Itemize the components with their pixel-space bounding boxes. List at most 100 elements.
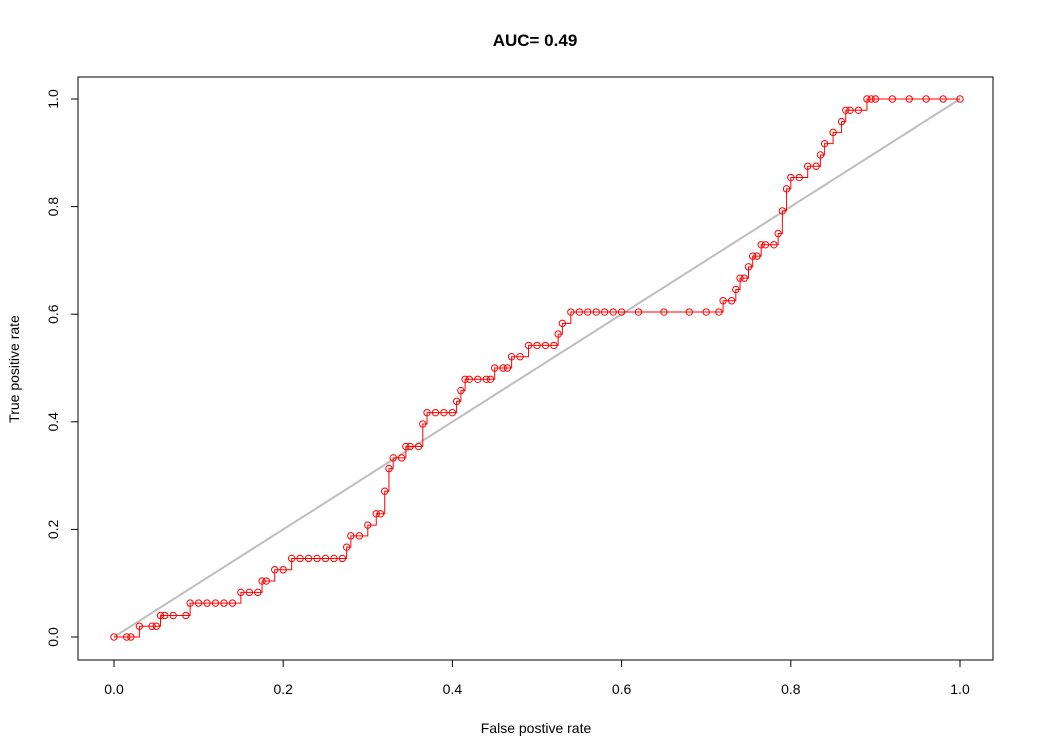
y-tick-label: 1.0 — [45, 89, 61, 109]
roc-point — [820, 139, 829, 148]
roc-point — [271, 566, 279, 574]
roc-point — [956, 95, 964, 103]
roc-point — [461, 375, 469, 383]
roc-curve-line — [114, 98, 960, 638]
roc-point — [372, 510, 380, 518]
roc-point — [182, 611, 190, 620]
roc-point — [258, 577, 266, 585]
roc-point — [457, 386, 465, 395]
roc-point — [829, 128, 837, 137]
x-axis-label: False postive rate — [481, 720, 592, 736]
roc-point — [491, 364, 499, 372]
y-axis-label: True positive rate — [6, 315, 22, 423]
roc-point — [592, 308, 600, 316]
roc-point — [842, 106, 850, 114]
roc-point — [440, 408, 448, 417]
roc-points — [110, 95, 964, 641]
roc-point — [148, 622, 156, 630]
roc-point — [419, 420, 427, 428]
roc-point — [702, 308, 710, 316]
roc-point — [584, 308, 592, 316]
roc-point — [634, 308, 643, 316]
roc-point — [732, 285, 740, 294]
roc-point — [715, 308, 723, 316]
roc-point — [161, 611, 169, 620]
roc-point — [321, 554, 330, 563]
roc-point — [431, 408, 440, 417]
roc-point — [211, 599, 220, 607]
x-axis: 0.0 0.2 0.4 0.6 0.8 1.0 — [104, 659, 970, 697]
roc-point — [122, 633, 131, 641]
roc-point — [330, 554, 338, 563]
roc-point — [749, 252, 757, 260]
roc-point — [304, 554, 313, 563]
roc-point — [338, 554, 347, 563]
roc-point — [804, 162, 812, 170]
y-tick-label: 0.6 — [45, 304, 61, 324]
roc-point — [287, 554, 296, 563]
roc-point — [194, 599, 203, 607]
roc-point — [503, 364, 512, 372]
roc-point — [262, 577, 270, 585]
roc-point — [863, 95, 871, 103]
roc-point — [740, 274, 748, 282]
y-tick-label: 0.4 — [45, 412, 61, 432]
roc-point — [152, 622, 161, 630]
roc-point — [448, 408, 457, 417]
roc-point — [127, 633, 135, 641]
x-tick-label: 0.6 — [612, 681, 632, 697]
roc-point — [402, 442, 410, 451]
y-tick-label: 0.0 — [45, 627, 61, 647]
roc-point — [575, 308, 583, 316]
roc-point — [347, 532, 355, 540]
x-tick-label: 1.0 — [950, 681, 970, 697]
roc-point — [787, 173, 795, 182]
roc-point — [524, 341, 533, 350]
roc-point — [541, 341, 550, 350]
roc-point — [685, 308, 693, 316]
roc-point — [812, 162, 820, 170]
roc-point — [499, 364, 507, 372]
roc-point — [871, 95, 880, 103]
roc-point — [279, 566, 287, 574]
roc-point — [381, 487, 389, 495]
roc-point — [364, 521, 372, 529]
roc-point — [203, 599, 211, 607]
y-tick-label: 0.8 — [45, 197, 61, 217]
roc-point — [617, 308, 626, 316]
roc-point — [567, 308, 575, 316]
x-tick-label: 0.8 — [781, 681, 801, 697]
roc-point — [228, 599, 237, 607]
roc-point — [135, 622, 144, 630]
roc-point — [554, 330, 562, 338]
roc-point — [482, 375, 490, 383]
roc-point — [753, 252, 761, 260]
x-tick-label: 0.2 — [273, 681, 293, 697]
roc-point — [736, 274, 744, 282]
roc-point — [186, 599, 194, 607]
roc-point — [355, 532, 364, 540]
roc-point — [169, 611, 177, 620]
roc-point — [423, 408, 431, 417]
roc-point — [533, 341, 541, 350]
y-axis: 0.0 0.2 0.4 0.6 0.8 1.0 — [45, 89, 79, 647]
roc-point — [939, 95, 947, 103]
roc-point — [761, 241, 770, 249]
chance-diagonal-line — [113, 98, 961, 638]
roc-point — [550, 341, 558, 350]
roc-point — [782, 185, 791, 193]
chart-title: AUC= 0.49 — [493, 31, 578, 50]
roc-point — [600, 308, 609, 316]
roc-point — [609, 308, 617, 316]
roc-point — [474, 375, 482, 383]
roc-point — [846, 106, 854, 114]
roc-point — [254, 588, 262, 597]
roc-point — [905, 95, 913, 103]
roc-point — [389, 454, 397, 462]
roc-point — [245, 588, 254, 597]
roc-point — [385, 464, 393, 473]
roc-point — [660, 308, 668, 316]
roc-point — [795, 173, 803, 182]
roc-point — [888, 95, 897, 103]
roc-point — [156, 611, 165, 620]
